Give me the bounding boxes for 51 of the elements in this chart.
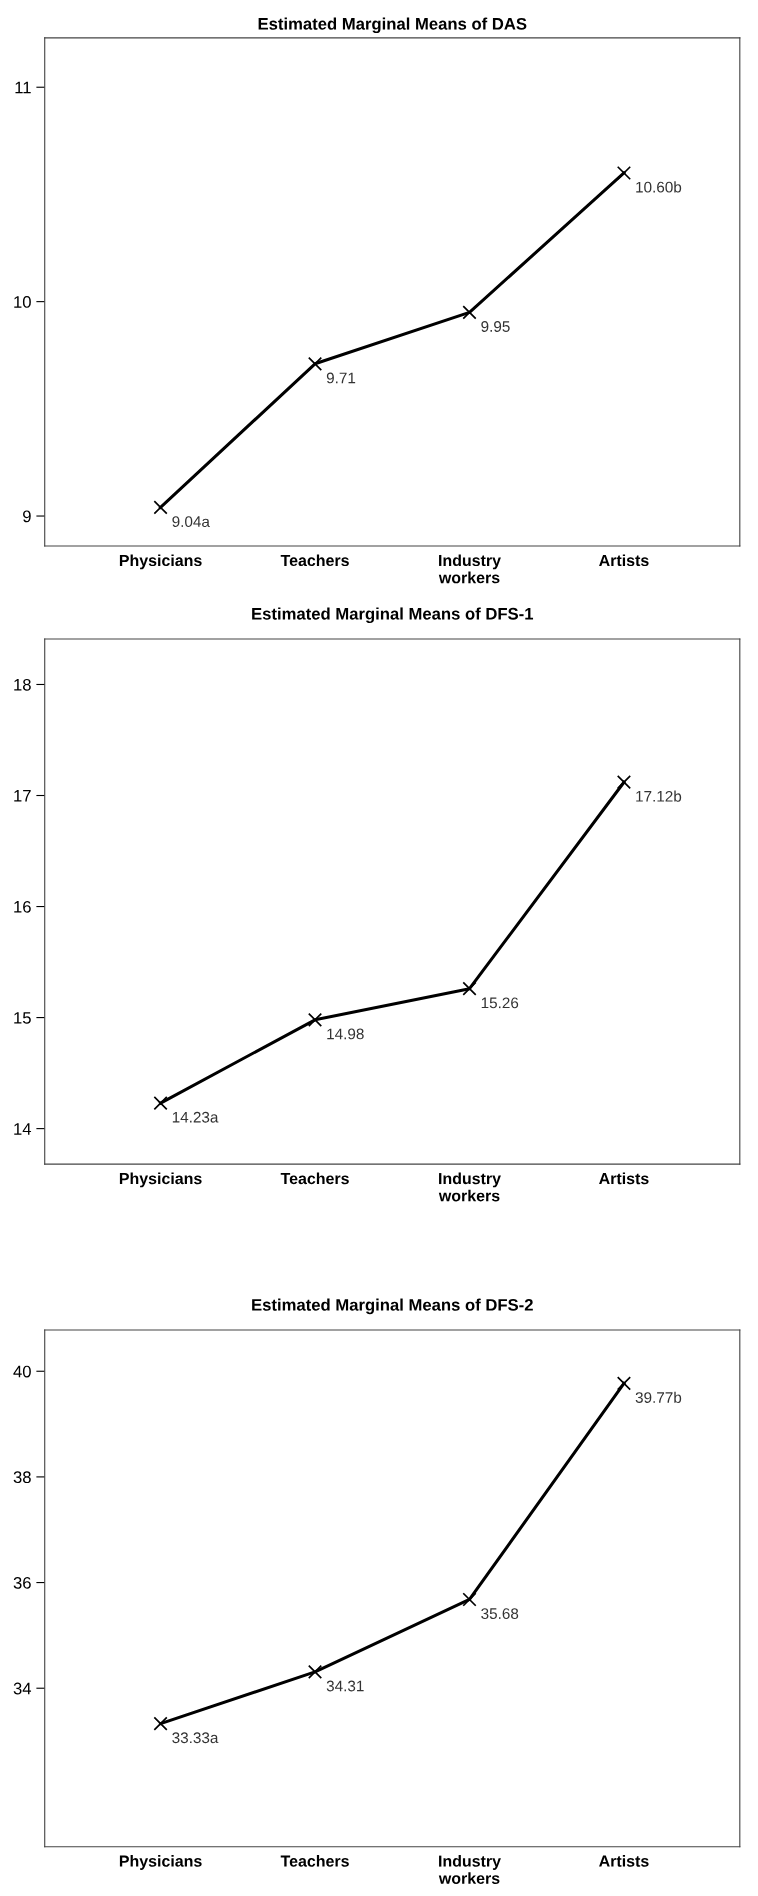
x-tick-label: Artists: [599, 1172, 649, 1185]
x-tick-label: Industry workers: [438, 1855, 501, 1884]
y-tick-label: 9: [23, 510, 31, 523]
point: [616, 165, 632, 181]
data-label: 35.68: [481, 1608, 519, 1620]
point: [153, 1095, 168, 1111]
y-tick-label: 17: [14, 790, 31, 802]
chart-title: Estimated Marginal Means of DFS-1: [252, 607, 534, 624]
x-tick-label: Artists: [599, 1855, 649, 1867]
chart-title: Estimated Marginal Means of DAS: [258, 17, 527, 34]
point: [153, 500, 168, 515]
data-label: 9.71: [326, 372, 356, 384]
y-tick-label: 34: [13, 1682, 32, 1695]
data-label: 14.98: [327, 1028, 364, 1040]
y-tick-label: 11: [15, 81, 31, 94]
y-tick-label: 38: [13, 1471, 31, 1484]
x-tick-label: Physicians: [119, 1855, 202, 1870]
data-label: 34.31: [326, 1680, 364, 1692]
data-label: 33.33a: [172, 1732, 219, 1744]
data-label: 15.26: [481, 997, 519, 1009]
point: [307, 1012, 323, 1027]
point: [462, 981, 477, 996]
x-tick-label: Industry workers: [438, 1172, 501, 1202]
data-label: 9.04a: [172, 516, 210, 528]
point: [153, 1716, 168, 1731]
data-label: 14.23a: [172, 1111, 219, 1123]
x-tick-label: Teachers: [280, 554, 349, 567]
y-tick-label: 14: [14, 1123, 32, 1135]
x-tick-label: Physicians: [119, 554, 202, 570]
data-label: 9.95: [481, 321, 510, 332]
point: [307, 356, 323, 371]
data-label: 17.12b: [636, 790, 682, 802]
y-tick-label: 16: [14, 900, 31, 913]
x-tick-label: Physicians: [119, 1172, 202, 1188]
point: [462, 1592, 477, 1607]
point: [616, 775, 632, 790]
x-tick-label: Teachers: [280, 1855, 349, 1867]
y-tick-label: 15: [14, 1012, 31, 1024]
x-tick-label: Teachers: [280, 1172, 349, 1185]
chart-title: Estimated Marginal Means of DFS-2: [252, 1298, 533, 1315]
data-label: 10.60b: [636, 181, 682, 193]
y-tick-label: 36: [13, 1576, 31, 1589]
x-tick-label: Artists: [599, 554, 649, 567]
y-tick-label: 10: [14, 296, 31, 308]
y-tick-label: 18: [14, 678, 31, 691]
y-tick-label: 40: [13, 1365, 31, 1378]
x-tick-label: Industry workers: [438, 554, 501, 584]
point: [616, 1376, 632, 1391]
data-label: 39.77b: [635, 1391, 682, 1403]
point: [307, 1664, 323, 1679]
point: [462, 305, 477, 320]
